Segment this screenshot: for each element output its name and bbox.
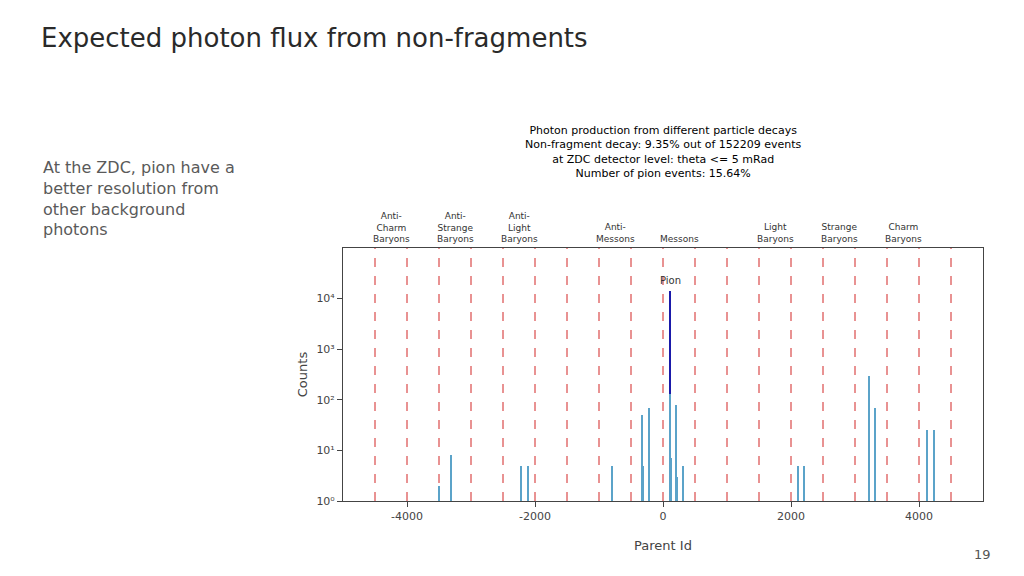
svg-text:10²: 10² <box>316 394 334 407</box>
svg-text:19: 19 <box>974 547 991 562</box>
svg-text:-4000: -4000 <box>391 510 423 523</box>
svg-text:Photon production from differe: Photon production from different particl… <box>525 124 802 180</box>
svg-text:0: 0 <box>660 510 667 523</box>
svg-text:10⁴: 10⁴ <box>316 292 335 305</box>
svg-text:10¹: 10¹ <box>316 444 334 457</box>
svg-text:LightBaryons: LightBaryons <box>757 222 794 244</box>
svg-text:Counts: Counts <box>295 352 310 398</box>
svg-text:Anti-Messons: Anti-Messons <box>596 222 635 244</box>
svg-text:Parent Id: Parent Id <box>634 538 692 553</box>
svg-text:10³: 10³ <box>316 343 334 356</box>
svg-text:Pion: Pion <box>660 275 681 286</box>
svg-text:2000: 2000 <box>777 510 805 523</box>
svg-text:-2000: -2000 <box>519 510 551 523</box>
svg-text:4000: 4000 <box>905 510 933 523</box>
svg-text:Messons: Messons <box>660 234 699 244</box>
svg-text:StrangeBaryons: StrangeBaryons <box>821 222 858 244</box>
svg-text:Anti-StrangeBaryons: Anti-StrangeBaryons <box>437 211 474 244</box>
svg-text:Anti-CharmBaryons: Anti-CharmBaryons <box>373 211 410 244</box>
svg-text:Anti-LightBaryons: Anti-LightBaryons <box>501 211 538 244</box>
svg-text:CharmBaryons: CharmBaryons <box>885 222 922 244</box>
svg-text:Expected photon flux from non-: Expected photon flux from non-fragments <box>41 23 588 53</box>
svg-text:At the ZDC, pion have abetter: At the ZDC, pion have abetter resolution… <box>43 158 235 239</box>
svg-text:10⁰: 10⁰ <box>316 495 335 508</box>
